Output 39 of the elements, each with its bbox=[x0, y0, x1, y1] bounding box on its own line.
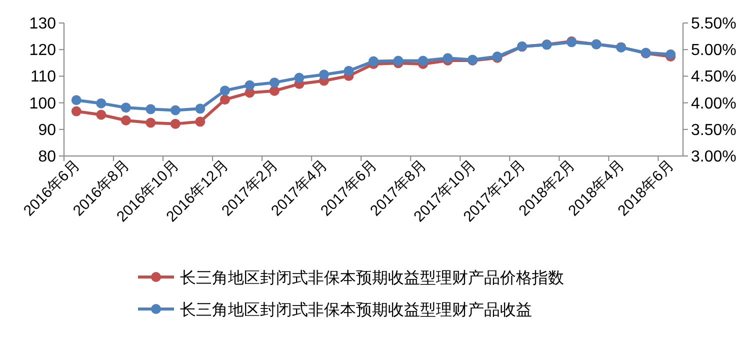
point bbox=[220, 86, 230, 96]
point bbox=[368, 56, 378, 66]
point bbox=[120, 115, 131, 126]
point bbox=[195, 104, 206, 114]
y-tick-label: 110 bbox=[30, 68, 56, 86]
point bbox=[344, 66, 354, 76]
y2-tick-label: 4.00% bbox=[691, 95, 736, 112]
point bbox=[120, 102, 131, 113]
y-tick-label: 120 bbox=[29, 42, 56, 60]
y2-tick-label: 5.50% bbox=[691, 16, 736, 32]
point bbox=[146, 118, 156, 128]
legend-label: 长三角地区封闭式非保本预期收益型理财产品价格指数 bbox=[180, 269, 564, 287]
y2-tick-label: 3.00% bbox=[691, 148, 736, 166]
point bbox=[71, 95, 82, 106]
point bbox=[244, 80, 255, 90]
point bbox=[442, 53, 453, 64]
point bbox=[269, 78, 280, 88]
point bbox=[96, 110, 106, 120]
point bbox=[96, 98, 106, 108]
y-tick-label: 80 bbox=[38, 148, 56, 166]
y-tick-label: 90 bbox=[38, 122, 56, 139]
legend-label: 长三角地区封闭式非保本预期收益型理财产品收益 bbox=[180, 301, 532, 319]
y2-tick-label: 4.50% bbox=[691, 68, 736, 86]
y-tick-label: 130 bbox=[29, 16, 56, 32]
point bbox=[269, 86, 280, 96]
point bbox=[146, 104, 156, 114]
y2-tick-label: 3.50% bbox=[691, 122, 736, 139]
point bbox=[393, 56, 404, 66]
point bbox=[318, 70, 329, 80]
point bbox=[71, 106, 82, 116]
y-tick-label: 100 bbox=[29, 95, 56, 112]
point bbox=[294, 72, 304, 83]
point bbox=[195, 116, 206, 127]
point bbox=[418, 56, 428, 66]
point bbox=[170, 118, 180, 129]
point bbox=[170, 105, 180, 116]
point bbox=[666, 49, 676, 60]
point bbox=[220, 94, 230, 105]
y2-tick-label: 5.00% bbox=[691, 42, 736, 60]
